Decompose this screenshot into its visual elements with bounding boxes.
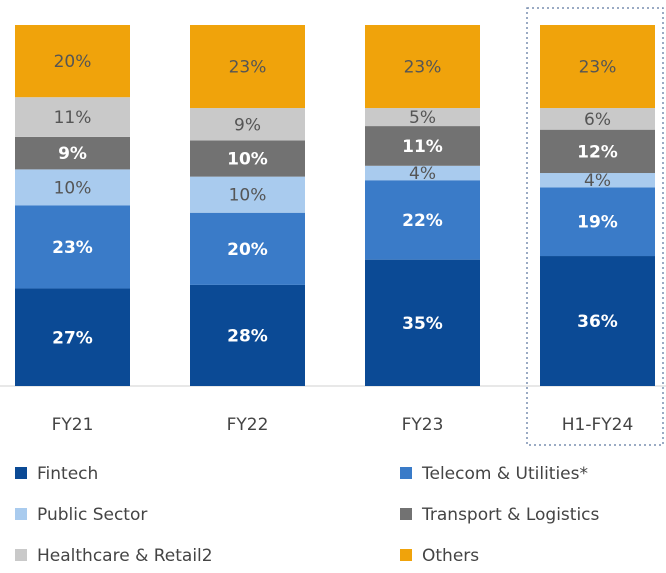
bar-segment: [190, 212, 305, 285]
value-label: 10%: [229, 186, 267, 206]
value-label: 36%: [577, 312, 618, 332]
value-label: 11%: [54, 108, 92, 128]
legend-label: Others: [422, 546, 479, 566]
x-tick-label: FY23: [402, 415, 444, 435]
value-label: 20%: [227, 240, 268, 260]
bar-segment: [365, 108, 480, 127]
value-label: 23%: [229, 58, 267, 78]
bar-segment: [540, 108, 655, 130]
value-label: 4%: [584, 171, 611, 191]
value-label: 19%: [577, 213, 618, 233]
bar-segment: [365, 165, 480, 181]
bar-segment: [15, 97, 130, 137]
value-label: 35%: [402, 314, 443, 334]
value-label: 23%: [404, 58, 442, 78]
value-label: 9%: [234, 115, 261, 135]
bar-segment: [190, 176, 305, 213]
x-tick-label: H1-FY24: [562, 415, 634, 435]
legend-swatch: [400, 508, 412, 520]
bar-segment: [15, 205, 130, 289]
value-label: 23%: [579, 58, 617, 78]
bar-segment: [15, 25, 130, 98]
bar-segment: [365, 259, 480, 386]
legend-label: Fintech: [37, 464, 98, 484]
legend-swatch: [400, 549, 412, 561]
value-label: 12%: [577, 142, 618, 162]
legend-label: Telecom & Utilities*: [421, 464, 588, 484]
bar-segment: [365, 180, 480, 260]
bar-segment: [190, 284, 305, 386]
bar-segment: [365, 126, 480, 166]
bar-segment: [190, 108, 305, 141]
bar-segment: [540, 25, 655, 109]
bar-segment: [190, 25, 305, 109]
value-label: 4%: [409, 164, 436, 184]
bar-segment: [15, 136, 130, 170]
value-label: 9%: [58, 144, 87, 164]
legend-label: Transport & Logistics: [421, 505, 600, 525]
bar-segment: [540, 187, 655, 257]
value-label: 23%: [52, 238, 93, 258]
x-tick-label: FY22: [227, 415, 269, 435]
legend-swatch: [15, 549, 27, 561]
bar-segment: [540, 256, 655, 386]
x-tick-label: FY21: [52, 415, 94, 435]
legend-swatch: [400, 467, 412, 479]
bar-segment: [15, 169, 130, 206]
legend-swatch: [15, 508, 27, 520]
bar-segment: [15, 288, 130, 386]
bar-segment: [540, 129, 655, 174]
value-label: 20%: [54, 52, 92, 72]
bar-segment: [365, 25, 480, 109]
value-label: 10%: [227, 150, 268, 170]
legend-label: Public Sector: [37, 505, 147, 525]
bar-segment: [540, 173, 655, 188]
value-label: 28%: [227, 326, 268, 346]
legend-label: Healthcare & Retail2: [37, 546, 213, 566]
value-label: 10%: [54, 178, 92, 198]
value-label: 6%: [584, 110, 611, 130]
value-label: 5%: [409, 108, 436, 128]
value-label: 27%: [52, 328, 93, 348]
bar-segment: [190, 140, 305, 177]
value-label: 11%: [402, 137, 443, 157]
highlight-box: [526, 7, 664, 446]
value-label: 22%: [402, 211, 443, 231]
legend-swatch: [15, 467, 27, 479]
